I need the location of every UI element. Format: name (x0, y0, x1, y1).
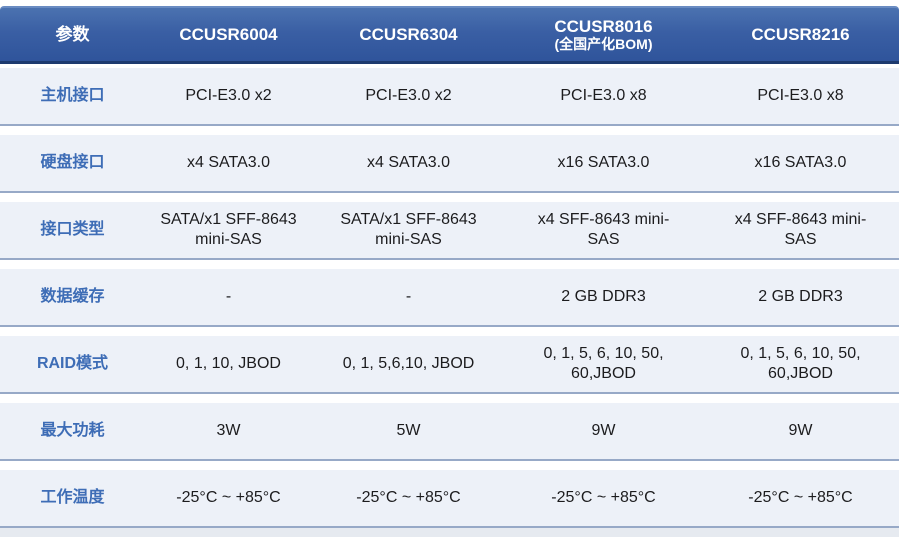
table-cell: x4 SFF-8643 mini-SAS (734, 211, 867, 248)
bottom-strip (0, 528, 899, 537)
column-header-label: 参数 (55, 24, 90, 44)
table-row-raid-modes: RAID模式 0, 1, 10, JBOD 0, 1, 5,6,10, JBOD… (0, 336, 899, 394)
table-row-host-interface: 主机接口 PCI-E3.0 x2 PCI-E3.0 x2 PCI-E3.0 x8… (0, 68, 899, 126)
table-cell: 0, 1, 5, 6, 10, 50, 60,JBOD (543, 345, 664, 382)
table-row-max-power: 最大功耗 3W 5W 9W 9W (0, 403, 899, 461)
table-cell: -25°C ~ +85°C (356, 489, 461, 506)
table-cell: - (405, 288, 412, 305)
table-cell: - (225, 288, 232, 305)
table-cell: x4 SFF-8643 mini-SAS (537, 211, 670, 248)
table-cell: -25°C ~ +85°C (551, 489, 656, 506)
table-cell: PCI-E3.0 x8 (757, 87, 844, 104)
column-header-label: CCUSR6004 (179, 24, 278, 44)
table-cell: 0, 1, 5, 6, 10, 50, 60,JBOD (740, 345, 861, 382)
table-cell: SATA/x1 SFF-8643 mini-SAS (160, 211, 297, 248)
table-cell: PCI-E3.0 x2 (365, 87, 452, 104)
table-row-data-cache: 数据缓存 - - 2 GB DDR3 2 GB DDR3 (0, 269, 899, 327)
column-header-ccusr8216: CCUSR8216 (702, 25, 899, 45)
column-header-param: 参数 (0, 25, 145, 45)
table-cell: x16 SATA3.0 (754, 154, 847, 171)
column-header-label: CCUSR6304 (359, 24, 458, 44)
column-header-ccusr6004: CCUSR6004 (145, 25, 312, 45)
table-cell: -25°C ~ +85°C (176, 489, 281, 506)
table-cell: -25°C ~ +85°C (748, 489, 853, 506)
table-row-disk-interface: 硬盘接口 x4 SATA3.0 x4 SATA3.0 x16 SATA3.0 x… (0, 135, 899, 193)
table-cell: PCI-E3.0 x2 (185, 87, 272, 104)
table-cell: 2 GB DDR3 (561, 288, 646, 305)
table-cell: x4 SATA3.0 (367, 154, 450, 171)
table-row-connector-type: 接口类型 SATA/x1 SFF-8643 mini-SAS SATA/x1 S… (0, 202, 899, 260)
table-cell: 2 GB DDR3 (758, 288, 843, 305)
table-cell: x16 SATA3.0 (557, 154, 650, 171)
column-header-label: CCUSR8016 (554, 16, 653, 36)
table-cell: PCI-E3.0 x8 (560, 87, 647, 104)
table-cell: x4 SATA3.0 (187, 154, 270, 171)
column-header-ccusr8016: CCUSR8016 (全国产化BOM) (505, 17, 702, 53)
table-cell: 0, 1, 5,6,10, JBOD (342, 355, 475, 372)
row-label: 主机接口 (40, 87, 105, 104)
table-cell: 3W (216, 422, 241, 439)
row-label: 接口类型 (40, 221, 105, 238)
table-row-operating-temperature: 工作温度 -25°C ~ +85°C -25°C ~ +85°C -25°C ~… (0, 470, 899, 528)
column-header-ccusr6304: CCUSR6304 (312, 25, 505, 45)
table-cell: SATA/x1 SFF-8643 mini-SAS (340, 211, 477, 248)
table-cell: 9W (788, 422, 813, 439)
table-cell: 0, 1, 10, JBOD (176, 355, 281, 372)
column-header-subtitle: (全国产化BOM) (554, 36, 653, 53)
row-label: 数据缓存 (40, 288, 105, 305)
table-cell: 9W (591, 422, 616, 439)
row-label: 工作温度 (40, 489, 105, 506)
row-label: 硬盘接口 (40, 154, 105, 171)
column-header-label: CCUSR8216 (751, 24, 850, 44)
table-cell: 5W (396, 422, 421, 439)
row-label: 最大功耗 (40, 422, 105, 439)
row-label: RAID模式 (36, 355, 109, 372)
table-header-row: 参数 CCUSR6004 CCUSR6304 CCUSR8016 (全国产化BO… (0, 6, 899, 64)
